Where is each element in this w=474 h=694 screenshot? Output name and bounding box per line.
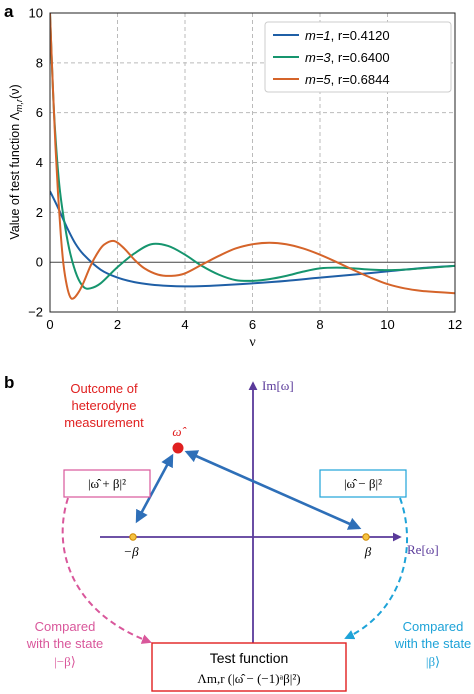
legend: m=1, r=0.4120 m=3, r=0.6400 m=5, r=0.684… — [264, 21, 452, 93]
legend-label-1: m=1, r=0.4120 — [305, 28, 390, 43]
x-tick-label-3: 6 — [249, 317, 256, 332]
arrow-to-minus-beta — [135, 453, 174, 524]
beta-point — [362, 533, 370, 541]
legend-label-3: m=5, r=0.6844 — [305, 72, 390, 87]
dashed-arrow-right — [344, 497, 408, 640]
legend-label-3-r: r=0.6844 — [338, 72, 390, 87]
legend-label-3-m: m=5 — [305, 72, 331, 87]
im-axis-label: Im[ω] — [262, 378, 294, 393]
arrow-to-beta — [184, 450, 362, 530]
legend-label-2-m: m=3 — [305, 50, 331, 65]
dashed-arrow-left — [61, 497, 152, 644]
plot-frame — [49, 12, 456, 313]
test-function-title: Test function — [210, 650, 289, 666]
test-function-box — [151, 642, 347, 692]
x-tick-label-4: 8 — [316, 317, 323, 332]
compared-left-2: with the state — [26, 636, 104, 651]
beta-label: β — [364, 544, 372, 559]
x-tick-label-1: 2 — [114, 317, 121, 332]
y-axis-label-main: Value of test function Λ — [8, 111, 22, 239]
box-plus-beta — [63, 469, 151, 498]
legend-label-2: m=3, r=0.6400 — [305, 50, 390, 65]
compared-left-3: |−β⟩ — [54, 654, 76, 669]
series-line-1 — [50, 190, 455, 288]
compared-right-2: with the state — [394, 636, 472, 651]
compared-right-3: |β⟩ — [426, 654, 440, 669]
y-axis-label: Value of test function Λm,r(ν) — [8, 84, 24, 239]
legend-label-1-m: m=1 — [305, 28, 331, 43]
minus-beta-point — [129, 533, 137, 541]
x-tick-label-6: 12 — [448, 317, 462, 332]
x-tick-label-2: 4 — [181, 317, 188, 332]
y-tick-label-2: 2 — [36, 205, 43, 220]
y-tick-label-0: −2 — [28, 305, 43, 320]
outcome-point — [172, 442, 184, 454]
series-line-3 — [50, 13, 455, 300]
y-tick-label-5: 8 — [36, 55, 43, 70]
y-tick-label-6: 10 — [29, 6, 43, 21]
x-tick-label-5: 10 — [380, 317, 394, 332]
y-tick-label-1: 0 — [36, 255, 43, 270]
y-tick-label-4: 6 — [36, 105, 43, 120]
legend-box — [264, 21, 452, 93]
legend-label-1-r: r=0.4120 — [338, 28, 390, 43]
re-axis-label: Re[ω] — [407, 542, 439, 557]
outcome-line-1: Outcome of — [70, 381, 138, 396]
box-minus-beta — [319, 469, 407, 498]
series-group — [50, 13, 455, 300]
compared-right-1: Compared — [403, 619, 464, 634]
test-function-formula: Λm,r (|ω̂ − (−1)ᵃβ|²) — [197, 671, 300, 686]
legend-label-3-sep: , — [331, 72, 338, 87]
panel-b-label: b — [4, 373, 14, 392]
y-tick-label-3: 4 — [36, 155, 43, 170]
legend-label-2-sep: , — [331, 50, 338, 65]
compared-left-1: Compared — [35, 619, 96, 634]
box-plus-beta-text: |ω̂ + β|² — [88, 476, 126, 491]
series-line-2 — [50, 13, 455, 290]
x-tick-label-0: 0 — [46, 317, 53, 332]
panel-a-label: a — [4, 2, 14, 21]
y-axis-label-sub: m,r — [14, 98, 24, 112]
omega-hat-label: ω̂ — [172, 424, 186, 439]
box-minus-beta-text: |ω̂ − β|² — [344, 476, 382, 491]
x-axis-label: ν — [249, 335, 255, 350]
outcome-line-2: heterodyne — [71, 398, 136, 413]
minus-beta-label: −β — [123, 544, 139, 559]
legend-label-2-r: r=0.6400 — [338, 50, 390, 65]
y-axis-label-tail: (ν) — [8, 84, 22, 99]
legend-label-1-sep: , — [331, 28, 338, 43]
outcome-line-3: measurement — [64, 415, 144, 430]
